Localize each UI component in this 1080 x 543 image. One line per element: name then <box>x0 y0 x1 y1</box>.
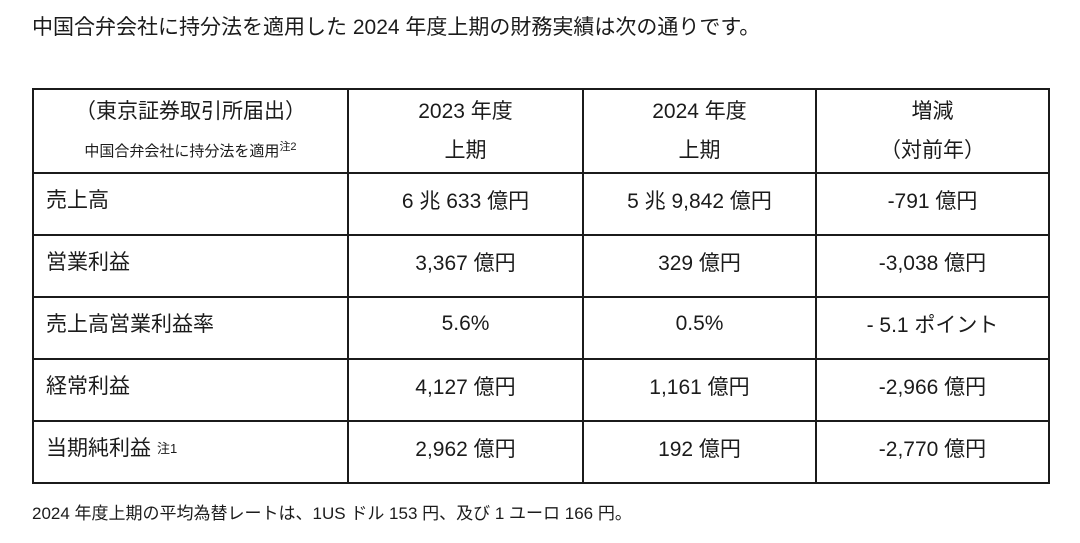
row-label-text: 経常利益 <box>46 375 130 398</box>
row-note-1: 注1 <box>157 441 178 456</box>
header-fy2023-line2: 上期 <box>444 139 487 162</box>
cell-fy2024: 5 兆 9,842 億円 <box>582 172 817 236</box>
cell-fy2024: 0.5% <box>582 296 817 360</box>
cell-fy2024: 329 億円 <box>582 234 817 298</box>
cell-fy2023: 2,962 億円 <box>347 420 584 484</box>
cell-change: -2,770 億円 <box>815 420 1050 484</box>
header-change-line2: （対前年） <box>880 139 985 162</box>
cell-change: - 5.1 ポイント <box>815 296 1050 360</box>
table-row-net-income: 当期純利益 注1 2,962 億円 192 億円 -2,770 億円 <box>32 420 1050 484</box>
header-source-line2: 中国合弁会社に持分法を適用注2 <box>35 141 346 163</box>
header-fy2023-line1: 2023 年度 <box>418 100 513 123</box>
header-fy2024-line1: 2024 年度 <box>652 100 747 123</box>
row-label: 経常利益 <box>32 358 349 422</box>
header-cell-fy2024: 2024 年度 上期 <box>582 88 817 174</box>
table-row-operating-margin: 売上高営業利益率 5.6% 0.5% - 5.1 ポイント <box>32 296 1050 360</box>
footnote-exchange-rate: 2024 年度上期の平均為替レートは、1US ドル 153 円、及び 1 ユーロ… <box>32 504 632 523</box>
table-header-row: （東京証券取引所届出） 中国合弁会社に持分法を適用注2 2023 年度 上期 2… <box>32 88 1050 174</box>
row-label: 営業利益 <box>32 234 349 298</box>
header-fy2024-line2: 上期 <box>678 139 721 162</box>
row-label-text: 売上高営業利益率 <box>46 313 214 336</box>
row-label-text: 売上高 <box>46 189 109 212</box>
header-source-line1: （東京証券取引所届出） <box>75 100 306 123</box>
cell-fy2023: 6 兆 633 億円 <box>347 172 584 236</box>
cell-fy2023: 3,367 億円 <box>347 234 584 298</box>
header-cell-change: 増減 （対前年） <box>815 88 1050 174</box>
financial-results-table: （東京証券取引所届出） 中国合弁会社に持分法を適用注2 2023 年度 上期 2… <box>32 88 1050 484</box>
cell-fy2024: 192 億円 <box>582 420 817 484</box>
table-body: 売上高 6 兆 633 億円 5 兆 9,842 億円 -791 億円 営業利益… <box>32 172 1050 484</box>
row-label-text: 当期純利益 <box>46 437 151 460</box>
cell-change: -2,966 億円 <box>815 358 1050 422</box>
cell-change: -791 億円 <box>815 172 1050 236</box>
row-label: 売上高営業利益率 <box>32 296 349 360</box>
table-row-operating-profit: 営業利益 3,367 億円 329 億円 -3,038 億円 <box>32 234 1050 298</box>
cell-fy2023: 4,127 億円 <box>347 358 584 422</box>
cell-fy2024: 1,161 億円 <box>582 358 817 422</box>
header-cell-fy2023: 2023 年度 上期 <box>347 88 584 174</box>
header-source-subtext: 中国合弁会社に持分法を適用 <box>84 143 280 160</box>
cell-fy2023: 5.6% <box>347 296 584 360</box>
row-label-text: 営業利益 <box>46 251 130 274</box>
row-label: 当期純利益 注1 <box>32 420 349 484</box>
header-change-line1: 増減 <box>911 100 954 123</box>
row-label: 売上高 <box>32 172 349 236</box>
table-head: （東京証券取引所届出） 中国合弁会社に持分法を適用注2 2023 年度 上期 2… <box>32 88 1050 174</box>
cell-change: -3,038 億円 <box>815 234 1050 298</box>
table-row-ordinary-profit: 経常利益 4,127 億円 1,161 億円 -2,966 億円 <box>32 358 1050 422</box>
page-title: 中国合弁会社に持分法を適用した 2024 年度上期の財務実績は次の通りです。 <box>32 16 761 39</box>
table-row-net-sales: 売上高 6 兆 633 億円 5 兆 9,842 億円 -791 億円 <box>32 172 1050 236</box>
header-cell-source: （東京証券取引所届出） 中国合弁会社に持分法を適用注2 <box>32 88 349 174</box>
header-source-note2: 注2 <box>279 141 297 153</box>
